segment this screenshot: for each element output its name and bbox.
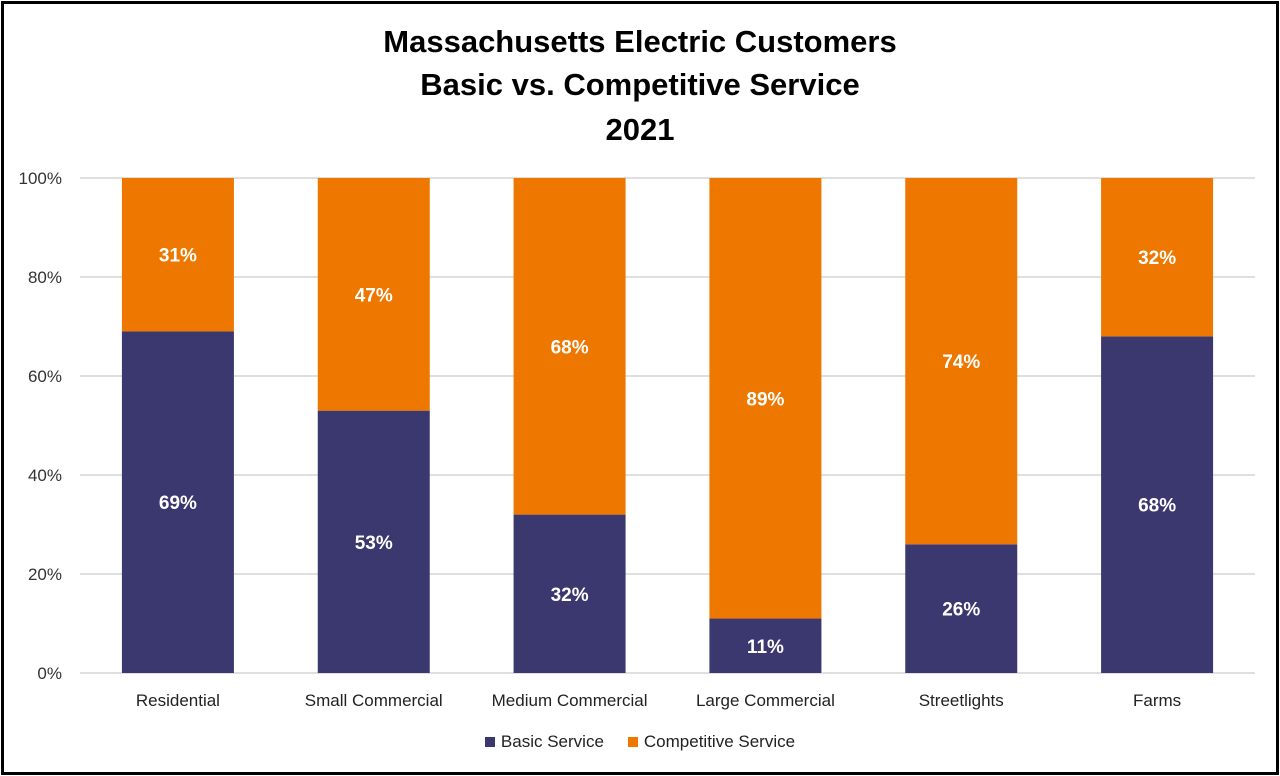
bar-basic bbox=[1101, 336, 1214, 673]
x-tick-label: Streetlights bbox=[919, 691, 1004, 710]
y-tick-label: 60% bbox=[28, 367, 62, 386]
bar-competitive bbox=[121, 178, 234, 332]
data-label: 32% bbox=[1138, 248, 1176, 269]
bar-competitive bbox=[317, 178, 430, 411]
legend-swatch-competitive bbox=[627, 737, 638, 747]
bar-basic bbox=[709, 618, 822, 673]
data-label: 74% bbox=[942, 352, 980, 373]
bar-basic bbox=[317, 410, 430, 673]
y-tick-label: 40% bbox=[28, 466, 62, 485]
bar-basic bbox=[513, 514, 626, 673]
bar-basic bbox=[905, 544, 1018, 673]
y-tick-label: 20% bbox=[28, 565, 62, 584]
bar-competitive bbox=[1101, 178, 1214, 337]
chart-title-line3: 2021 bbox=[605, 112, 675, 147]
data-label: 26% bbox=[942, 600, 980, 621]
data-label: 11% bbox=[747, 637, 784, 658]
legend: Basic Service Competitive Service bbox=[0, 732, 1280, 752]
x-tick-label: Medium Commercial bbox=[492, 691, 648, 710]
x-tick-label: Residential bbox=[136, 691, 220, 710]
data-label: 47% bbox=[355, 285, 393, 306]
chart-title-line1: Massachusetts Electric Customers bbox=[383, 24, 897, 59]
data-label: 68% bbox=[551, 337, 589, 358]
x-tick-label: Large Commercial bbox=[696, 691, 835, 710]
y-tick-label: 100% bbox=[19, 169, 62, 188]
legend-item-basic: Basic Service bbox=[484, 732, 604, 752]
data-label: 53% bbox=[355, 533, 393, 554]
x-tick-label: Small Commercial bbox=[305, 691, 443, 710]
y-tick-label: 0% bbox=[37, 664, 62, 683]
bar-basic bbox=[121, 331, 234, 673]
data-label: 69% bbox=[159, 493, 197, 514]
data-label: 31% bbox=[159, 246, 197, 267]
legend-item-competitive: Competitive Service bbox=[627, 732, 796, 752]
bar-competitive bbox=[905, 178, 1018, 545]
legend-swatch-basic bbox=[484, 737, 495, 747]
legend-label-competitive: Competitive Service bbox=[643, 732, 796, 751]
data-label: 68% bbox=[1138, 496, 1176, 517]
chart-title-line2: Basic vs. Competitive Service bbox=[420, 67, 860, 102]
legend-label-basic: Basic Service bbox=[500, 732, 604, 751]
data-label: 32% bbox=[551, 585, 589, 606]
bar-competitive bbox=[709, 178, 822, 619]
x-tick-label: Farms bbox=[1133, 691, 1181, 710]
y-tick-label: 80% bbox=[28, 268, 62, 287]
bar-competitive bbox=[513, 178, 626, 515]
data-label: 89% bbox=[746, 389, 784, 410]
